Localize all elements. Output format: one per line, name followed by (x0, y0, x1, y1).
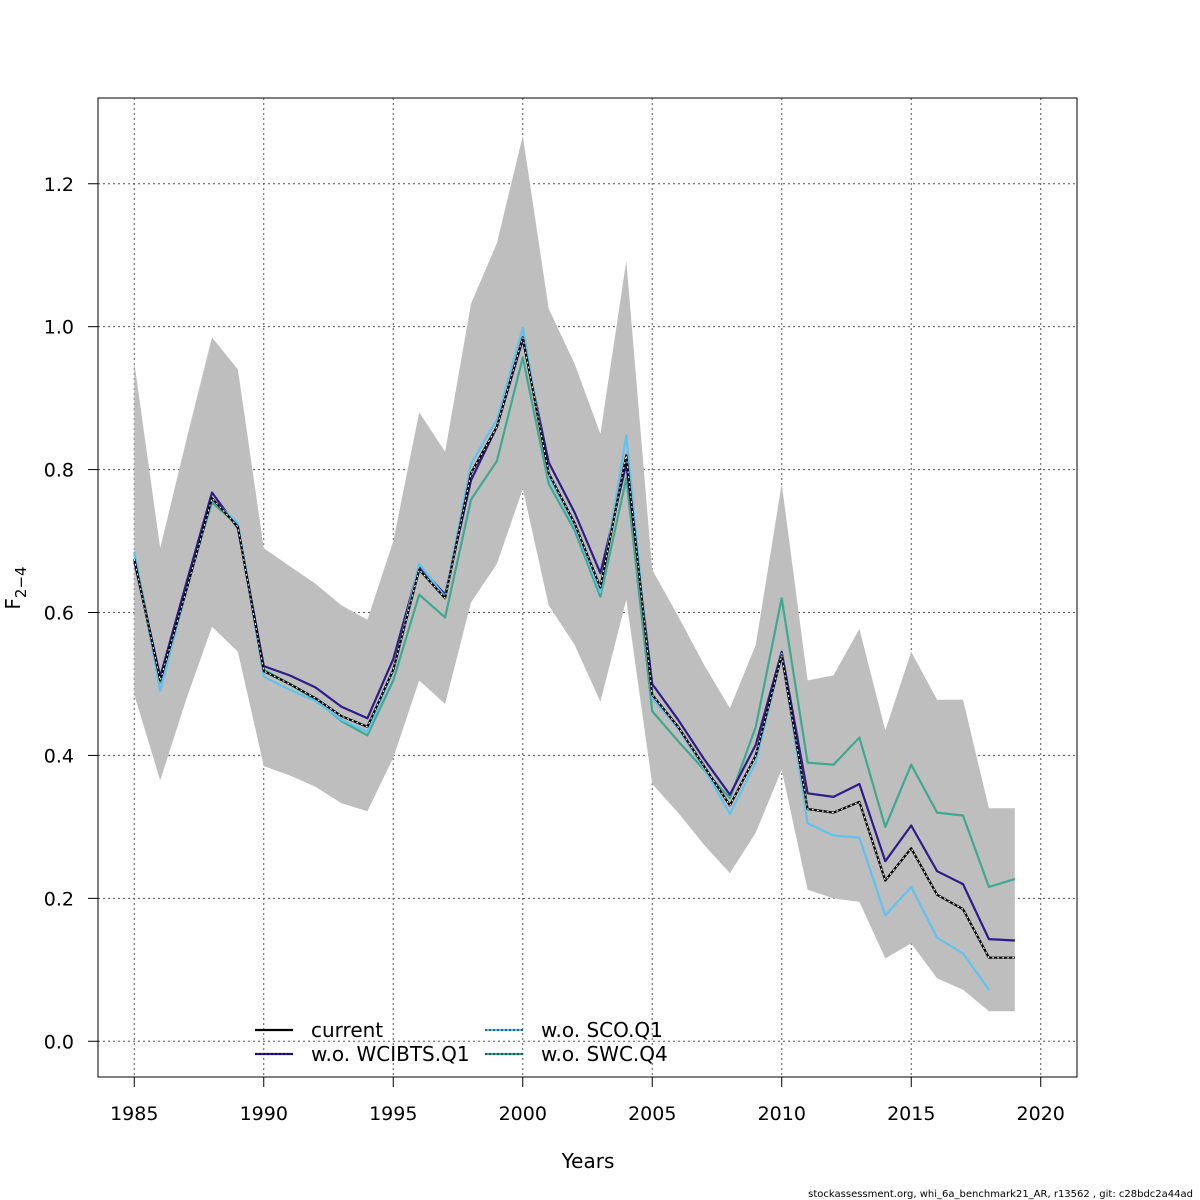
series-line-current (133, 336, 1015, 959)
y-tick-label: 0.0 (44, 1031, 74, 1053)
x-tick-label: 2010 (758, 1103, 806, 1125)
legend-item-w-o-wcibts-q1: w.o. WCIBTS.Q1 (255, 1042, 470, 1066)
x-tick-label: 2000 (499, 1103, 547, 1125)
y-axis-title-main: F (1, 598, 25, 610)
confidence-band-layer (134, 135, 1015, 1012)
x-tick-label: 2020 (1017, 1103, 1065, 1125)
svg-text:F2−4: F2−4 (1, 566, 30, 609)
x-axis: 1985 1990 1995 2000 2005 2010 2015 2020 (110, 1076, 1065, 1125)
y-axis-title: F2−4 (1, 566, 30, 609)
legend-item-w-o-swc-q4: w.o. SWC.Q4 (485, 1042, 668, 1066)
footer-text: stockassessment.org, whi_6a_benchmark21_… (808, 1189, 1193, 1200)
y-tick-label: 1.0 (44, 317, 74, 339)
legend-label: w.o. WCIBTS.Q1 (311, 1042, 470, 1066)
y-tick-label: 1.2 (44, 174, 74, 196)
series-line-w-o-sco-q1 (133, 327, 990, 991)
y-tick-label: 0.6 (44, 603, 74, 625)
y-tick-label: 0.8 (44, 460, 74, 482)
legend-label: w.o. SCO.Q1 (541, 1018, 663, 1042)
y-axis: 0.0 0.2 0.4 0.6 0.8 1.0 1.2 (44, 174, 98, 1053)
x-axis-title: Years (561, 1149, 615, 1173)
series-line-w-o-wcibts-q1 (133, 338, 1015, 942)
legend-label: current (311, 1018, 383, 1042)
y-tick-label: 0.2 (44, 888, 74, 910)
x-tick-label: 1985 (110, 1103, 158, 1125)
x-tick-label: 1990 (240, 1103, 288, 1125)
legend-item-w-o-sco-q1: w.o. SCO.Q1 (485, 1018, 663, 1042)
x-tick-label: 2015 (887, 1103, 935, 1125)
confidence-band (134, 135, 1015, 1012)
y-axis-title-subscript: 2−4 (12, 566, 30, 598)
legend-label: w.o. SWC.Q4 (541, 1042, 668, 1066)
legend-item-current: current (255, 1018, 383, 1042)
y-tick-label: 0.4 (44, 745, 74, 767)
x-tick-label: 1995 (369, 1103, 417, 1125)
x-tick-label: 2005 (628, 1103, 676, 1125)
series-layer (133, 327, 1016, 991)
